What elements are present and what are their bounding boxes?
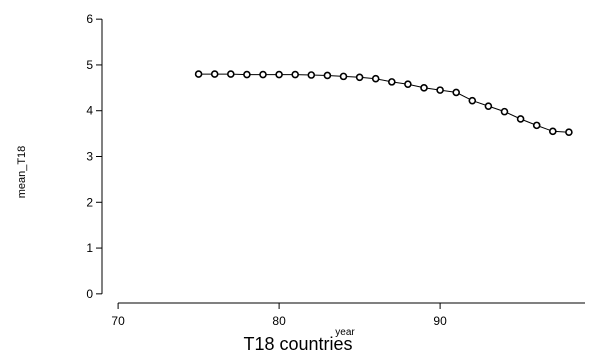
y-tick-label: 5 <box>86 58 93 72</box>
data-point <box>387 78 396 86</box>
data-point <box>243 70 251 79</box>
y-tick-label: 1 <box>86 241 93 255</box>
data-point <box>339 72 348 81</box>
x-axis-label: year <box>335 327 355 338</box>
data-points <box>194 70 573 137</box>
y-tick-label: 4 <box>86 104 93 118</box>
x-tick-label: 70 <box>111 314 125 328</box>
y-tick-label: 2 <box>86 195 93 209</box>
data-point <box>452 88 461 97</box>
data-point <box>371 74 380 83</box>
data-point <box>355 73 364 82</box>
data-point <box>420 84 428 92</box>
y-tick-label: 0 <box>86 287 93 301</box>
data-point <box>548 127 557 136</box>
data-point <box>194 70 203 78</box>
data-point <box>259 70 267 79</box>
data-point <box>516 115 525 123</box>
data-point <box>436 86 444 94</box>
data-point <box>484 102 493 110</box>
data-point <box>468 96 477 105</box>
series-line <box>198 73 569 133</box>
x-tick-label: 90 <box>433 314 447 328</box>
data-point <box>227 70 235 78</box>
data-point <box>532 121 541 130</box>
data-point <box>323 71 332 80</box>
data-point <box>275 70 283 79</box>
data-point <box>565 128 573 137</box>
data-point <box>307 71 316 79</box>
chart-title: T18 countries <box>243 334 352 354</box>
y-axis-ticks: 0 1 2 3 4 5 6 <box>86 12 102 301</box>
y-tick-label: 6 <box>86 12 93 26</box>
y-tick-label: 3 <box>86 150 93 164</box>
x-axis-ticks: 70 80 90 <box>111 303 447 328</box>
y-axis-label: mean_T18 <box>16 146 28 199</box>
data-point <box>210 70 219 78</box>
data-point <box>291 70 300 79</box>
x-tick-label: 80 <box>272 314 286 328</box>
data-point <box>404 80 412 88</box>
data-point <box>500 107 509 116</box>
